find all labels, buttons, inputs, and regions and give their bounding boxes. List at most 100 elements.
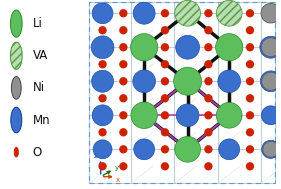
Circle shape bbox=[263, 141, 279, 157]
Circle shape bbox=[204, 9, 212, 17]
Text: z: z bbox=[94, 153, 98, 159]
Circle shape bbox=[12, 77, 21, 99]
Circle shape bbox=[218, 36, 241, 59]
Text: Ni: Ni bbox=[33, 81, 45, 94]
Circle shape bbox=[204, 145, 212, 153]
Circle shape bbox=[177, 2, 199, 24]
Circle shape bbox=[178, 72, 197, 90]
Circle shape bbox=[176, 70, 199, 93]
Circle shape bbox=[246, 94, 254, 102]
Circle shape bbox=[10, 10, 22, 37]
Circle shape bbox=[204, 128, 212, 136]
Circle shape bbox=[246, 77, 254, 85]
Circle shape bbox=[246, 9, 254, 17]
Circle shape bbox=[261, 106, 280, 125]
Circle shape bbox=[176, 35, 200, 59]
Circle shape bbox=[204, 111, 212, 119]
Text: VA: VA bbox=[33, 49, 48, 62]
Circle shape bbox=[177, 138, 199, 160]
Circle shape bbox=[260, 36, 281, 58]
Circle shape bbox=[204, 77, 212, 85]
Circle shape bbox=[176, 104, 199, 127]
Circle shape bbox=[93, 140, 112, 159]
Circle shape bbox=[174, 67, 201, 95]
Circle shape bbox=[133, 104, 155, 126]
Circle shape bbox=[262, 140, 280, 158]
Circle shape bbox=[119, 60, 128, 68]
Circle shape bbox=[204, 94, 212, 102]
Circle shape bbox=[98, 94, 107, 102]
Circle shape bbox=[161, 26, 169, 34]
Text: Mn: Mn bbox=[33, 114, 50, 126]
Circle shape bbox=[119, 26, 128, 34]
Text: x: x bbox=[115, 177, 120, 183]
Circle shape bbox=[246, 128, 254, 136]
Circle shape bbox=[119, 9, 128, 17]
Circle shape bbox=[175, 0, 200, 26]
Circle shape bbox=[119, 94, 128, 102]
Circle shape bbox=[92, 105, 113, 126]
Circle shape bbox=[262, 107, 279, 124]
Circle shape bbox=[92, 3, 113, 24]
Circle shape bbox=[91, 36, 114, 59]
Circle shape bbox=[176, 70, 199, 93]
Circle shape bbox=[261, 3, 281, 23]
Circle shape bbox=[246, 111, 254, 119]
Circle shape bbox=[216, 0, 242, 26]
Circle shape bbox=[98, 26, 107, 34]
Circle shape bbox=[119, 43, 128, 51]
Circle shape bbox=[246, 162, 254, 170]
Circle shape bbox=[161, 162, 169, 170]
Circle shape bbox=[11, 107, 22, 133]
Circle shape bbox=[133, 36, 155, 59]
Circle shape bbox=[161, 111, 169, 119]
Circle shape bbox=[246, 145, 254, 153]
Circle shape bbox=[134, 139, 155, 160]
Circle shape bbox=[204, 162, 212, 170]
Circle shape bbox=[133, 70, 155, 93]
Circle shape bbox=[220, 106, 238, 124]
Circle shape bbox=[204, 43, 212, 51]
Circle shape bbox=[220, 38, 239, 57]
Circle shape bbox=[131, 34, 158, 61]
Text: Li: Li bbox=[33, 17, 42, 30]
Circle shape bbox=[119, 162, 128, 170]
Circle shape bbox=[92, 70, 114, 92]
Circle shape bbox=[261, 38, 280, 57]
Circle shape bbox=[175, 136, 200, 162]
Text: O: O bbox=[33, 146, 42, 159]
Circle shape bbox=[119, 128, 128, 136]
Circle shape bbox=[133, 2, 155, 24]
Circle shape bbox=[161, 94, 169, 102]
Circle shape bbox=[260, 71, 281, 92]
Circle shape bbox=[119, 77, 128, 85]
Circle shape bbox=[246, 26, 254, 34]
Circle shape bbox=[218, 104, 240, 126]
Circle shape bbox=[131, 102, 157, 129]
Circle shape bbox=[161, 60, 169, 68]
Circle shape bbox=[216, 34, 243, 61]
Circle shape bbox=[261, 4, 280, 23]
Circle shape bbox=[10, 42, 22, 69]
Circle shape bbox=[221, 141, 238, 158]
Circle shape bbox=[179, 141, 196, 158]
Circle shape bbox=[98, 162, 107, 170]
Circle shape bbox=[98, 60, 107, 68]
Circle shape bbox=[218, 70, 241, 93]
Circle shape bbox=[262, 72, 280, 90]
Circle shape bbox=[161, 128, 169, 136]
Circle shape bbox=[161, 77, 169, 85]
Circle shape bbox=[161, 43, 169, 51]
Text: y: y bbox=[115, 165, 119, 171]
Circle shape bbox=[204, 60, 212, 68]
Circle shape bbox=[161, 145, 169, 153]
Circle shape bbox=[14, 147, 18, 157]
Circle shape bbox=[246, 43, 254, 51]
Circle shape bbox=[204, 26, 212, 34]
Circle shape bbox=[119, 111, 128, 119]
Circle shape bbox=[119, 145, 128, 153]
Circle shape bbox=[219, 3, 240, 24]
Circle shape bbox=[216, 102, 242, 128]
Circle shape bbox=[219, 139, 240, 160]
Circle shape bbox=[161, 9, 169, 17]
